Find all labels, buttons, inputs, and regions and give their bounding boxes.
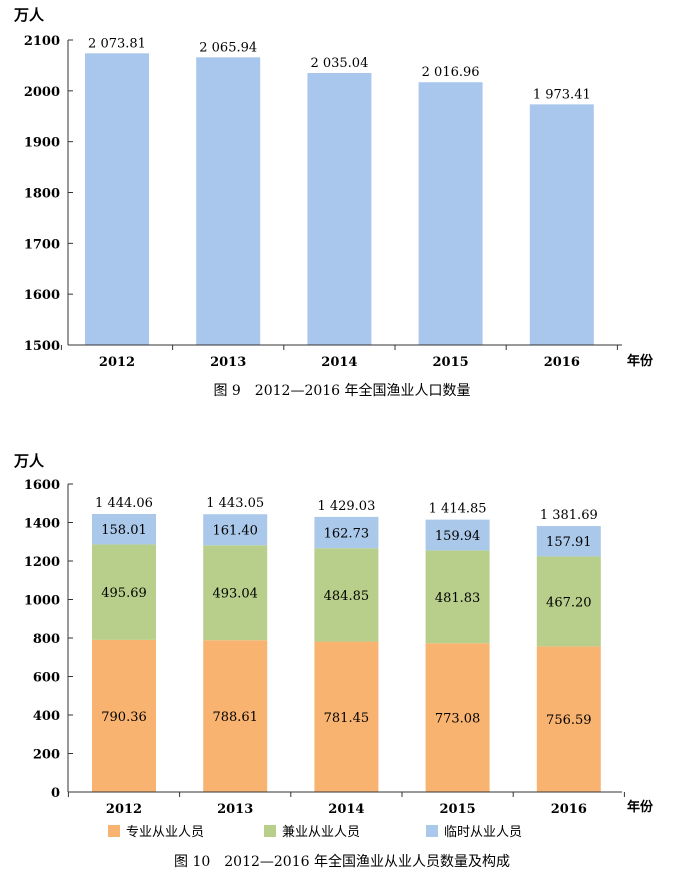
chart2-segment-2012-0 <box>92 639 156 792</box>
chart1-x-tick-label: 2014 <box>321 355 357 370</box>
chart2-segment-label: 790.36 <box>101 710 147 725</box>
chart1-x-tick-label: 2013 <box>210 355 246 370</box>
chart2-legend-label-0: 专业从业人员 <box>126 825 204 840</box>
chart2-segment-label: 481.83 <box>435 591 481 606</box>
chart2-y-tick-label: 0 <box>51 786 60 801</box>
chart2-segment-2012-1 <box>92 544 156 640</box>
chart2-legend-swatch-1 <box>264 825 276 837</box>
chart2-y-tick-label: 400 <box>33 709 60 724</box>
chart2-y-tick-label: 600 <box>33 671 60 686</box>
chart2-y-unit: 万人 <box>13 452 45 470</box>
chart2-segment-label: 484.85 <box>324 589 370 604</box>
chart2-segment-2013-1 <box>203 545 268 641</box>
chart2-segment-2016-2 <box>536 526 601 557</box>
chart2-legend-swatch-2 <box>426 825 438 837</box>
chart2-segment-label: 495.69 <box>101 586 147 601</box>
chart2-segment-label: 773.08 <box>435 712 481 727</box>
chart1-y-tick-label: 2000 <box>24 85 60 100</box>
chart2-x-tick-label: 2012 <box>106 802 142 817</box>
chart2-y-tick-label: 200 <box>33 748 60 763</box>
chart1-value-label: 2 035.04 <box>310 56 368 71</box>
chart1-value-label: 2 016.96 <box>422 65 480 80</box>
chart2-segment-2013-0 <box>203 640 268 792</box>
chart2-total-label: 1 414.85 <box>429 502 487 517</box>
chart2-segment-label: 467.20 <box>546 595 592 610</box>
chart1-bar-2013 <box>196 57 261 345</box>
chart2-x-tick-label: 2016 <box>551 802 587 817</box>
chart1-y-tick-label: 2100 <box>24 34 60 49</box>
chart2-legend-swatch-0 <box>108 825 120 837</box>
chart1-x-unit: 年份 <box>627 353 654 369</box>
chart1-value-label: 2 065.94 <box>199 40 257 55</box>
chart2-segment-2013-2 <box>203 514 268 546</box>
chart2-segment-label: 162.73 <box>324 527 370 542</box>
chart1-x-tick-label: 2015 <box>433 355 469 370</box>
chart2-legend-label-2: 临时从业人员 <box>444 825 522 840</box>
chart1-y-tick-label: 1600 <box>24 288 60 303</box>
chart2-y-tick-label: 1000 <box>24 594 60 609</box>
chart1-y-unit: 万人 <box>13 6 45 24</box>
chart2-segment-label: 159.94 <box>435 529 481 544</box>
chart2-segment-2012-2 <box>92 514 156 545</box>
chart1-y-tick-label: 1900 <box>24 136 60 151</box>
chart2-legend-label-1: 兼业从业人员 <box>282 825 360 840</box>
chart2-y-tick-label: 1400 <box>24 517 60 532</box>
chart2-y-tick-label: 800 <box>33 632 60 647</box>
chart2-segment-2014-2 <box>314 516 379 549</box>
chart2-segment-label: 161.40 <box>212 524 258 539</box>
chart1-x-tick-label: 2012 <box>99 355 135 370</box>
chart2-total-label: 1 443.05 <box>206 496 264 511</box>
chart2-segment-label: 781.45 <box>324 711 370 726</box>
chart2-x-unit: 年份 <box>627 799 654 815</box>
chart2-segment-label: 788.61 <box>212 710 258 725</box>
chart1-y-tick-label: 1800 <box>24 187 60 202</box>
chart2-total-label: 1 429.03 <box>317 499 375 514</box>
chart2-segment-label: 158.01 <box>101 523 147 538</box>
chart2-segment-2014-1 <box>314 548 379 642</box>
chart2-y-tick-label: 1200 <box>24 555 60 570</box>
chart2-segment-2016-0 <box>536 646 601 792</box>
chart2-segment-2015-0 <box>425 643 490 792</box>
chart2-total-label: 1 381.69 <box>540 508 598 523</box>
chart1-bar-2012 <box>85 53 149 345</box>
chart1-value-label: 1 973.41 <box>533 87 591 102</box>
chart2-segment-label: 157.91 <box>546 535 592 550</box>
chart1-bar-2016 <box>529 104 594 345</box>
chart2-segment-2014-0 <box>314 641 379 792</box>
chart2-segment-label: 756.59 <box>546 713 592 728</box>
chart2-segment-2015-2 <box>425 519 490 551</box>
chart2-x-tick-label: 2015 <box>440 802 476 817</box>
chart1-value-label: 2 073.81 <box>88 36 146 51</box>
chart2-y-tick-label: 1600 <box>24 478 60 493</box>
chart2-x-tick-label: 2014 <box>328 802 364 817</box>
chart2-x-tick-label: 2013 <box>217 802 253 817</box>
chart1-bar-2015 <box>418 82 483 345</box>
chart1-y-tick-label: 1700 <box>24 237 60 252</box>
chart2-segment-2015-1 <box>425 550 490 644</box>
chart1-y-tick-label: 1500 <box>24 339 60 354</box>
chart1-x-tick-label: 2016 <box>544 355 580 370</box>
chart2-total-label: 1 444.06 <box>95 496 153 511</box>
chart1-bar-2014 <box>307 73 372 345</box>
chart2-caption: 图 10 2012—2016 年全国渔业从业人员数量及构成 <box>174 853 510 870</box>
chart1-caption: 图 9 2012—2016 年全国渔业人口数量 <box>213 382 470 399</box>
chart2-segment-2016-1 <box>536 556 601 647</box>
chart2-segment-label: 493.04 <box>212 587 258 602</box>
